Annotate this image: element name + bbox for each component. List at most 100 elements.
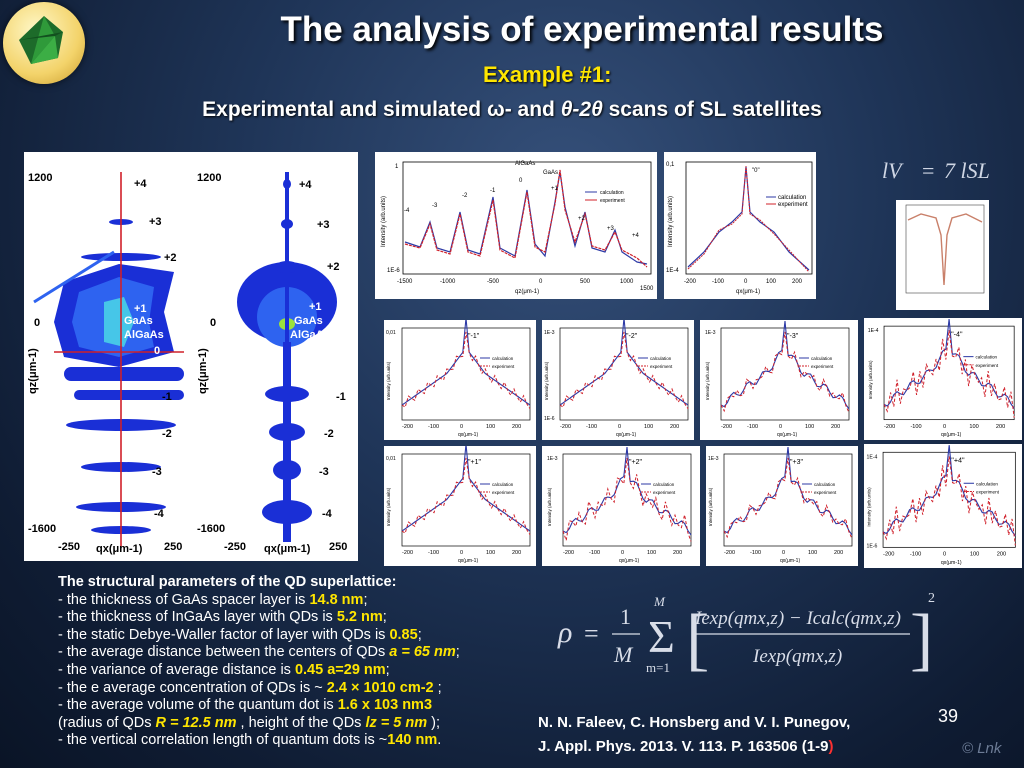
- svg-text:500: 500: [580, 279, 591, 285]
- svg-text:GaAs: GaAs: [294, 315, 323, 327]
- svg-text:0: 0: [210, 317, 216, 329]
- svg-text:qx(μm-1): qx(μm-1): [616, 432, 636, 438]
- svg-text:=: =: [584, 619, 599, 648]
- svg-text:calculation: calculation: [976, 481, 998, 486]
- satellite-scan-plus-2: "+2" 1E-3 -200 -100 0 100 200 qx(μm-1) Intensity…: [542, 446, 700, 566]
- svg-text:200: 200: [834, 550, 843, 556]
- svg-text:M: M: [653, 594, 666, 609]
- svg-text:200: 200: [792, 279, 803, 285]
- svg-text:-4: -4: [154, 508, 165, 520]
- svg-text:Intensity (arb.units): Intensity (arb.units): [544, 361, 549, 400]
- svg-text:experiment: experiment: [653, 490, 676, 495]
- svg-text:"-1": "-1": [468, 333, 480, 340]
- logo-emblem-icon: [19, 16, 63, 64]
- svg-text:lV: lV: [882, 158, 904, 183]
- svg-text:-250: -250: [224, 541, 246, 553]
- svg-text:"+3": "+3": [790, 459, 803, 466]
- svg-text:+4: +4: [299, 179, 312, 191]
- svg-text:1E-4: 1E-4: [867, 454, 878, 460]
- svg-text:200: 200: [670, 424, 679, 430]
- svg-text:-200: -200: [563, 550, 574, 556]
- svg-text:AlGaAs: AlGaAs: [290, 329, 330, 341]
- citation: N. N. Faleev, C. Honsberg and V. I. Pune…: [538, 714, 851, 755]
- zero-scan-svg: 0,1 1E-4 -200 -100 0 100 200 qx(μm-1) In…: [666, 161, 813, 295]
- svg-text:-100: -100: [428, 424, 439, 430]
- satellite-scan-plus-4: "+4" 1E-4 1E-6 -200 -100 0 100 200 qx(μm-1) Inten…: [864, 444, 1022, 568]
- svg-text:qx(μm-1): qx(μm-1): [264, 543, 311, 555]
- svg-text:1: 1: [395, 164, 399, 170]
- svg-text:1E-6: 1E-6: [544, 416, 555, 422]
- svg-text:250: 250: [164, 541, 182, 553]
- svg-text:+3: +3: [149, 216, 162, 228]
- svg-text:Intensity (arb.units): Intensity (arb.units): [705, 361, 710, 400]
- svg-text:calculation: calculation: [814, 482, 836, 487]
- svg-text:200: 200: [512, 424, 521, 430]
- svg-text:experiment: experiment: [814, 490, 837, 495]
- svg-text:+3: +3: [317, 219, 330, 231]
- satellite-scan-minus-1: "-1" 0,01 -200 -100 0 100 200 qx(μm-1) Intensity…: [384, 320, 536, 440]
- svg-text:Intensity (arb.units): Intensity (arb.units): [867, 487, 872, 527]
- svg-text:"-3": "-3": [787, 333, 799, 340]
- svg-text:Intensity (arb.units): Intensity (arb.units): [708, 487, 713, 526]
- svg-text:-1600: -1600: [197, 523, 225, 535]
- svg-text:-250: -250: [58, 541, 80, 553]
- svg-text:1200: 1200: [197, 172, 221, 184]
- svg-text:Iexp(qmx,z): Iexp(qmx,z): [752, 646, 842, 667]
- svg-text:-3: -3: [152, 466, 162, 478]
- svg-text:+1: +1: [551, 186, 559, 192]
- satellite-scan-minus-3: "-3" 1E-3 -200 -100 0 100 200 qx(μm-1) Intensity…: [700, 320, 858, 440]
- svg-text:-100: -100: [750, 550, 761, 556]
- rsm-right-map: [237, 172, 337, 542]
- svg-text:1200: 1200: [28, 172, 52, 184]
- svg-text:experiment: experiment: [492, 364, 515, 369]
- svg-text:calculation: calculation: [976, 355, 998, 360]
- vertical-correlation-inset: [896, 200, 989, 310]
- svg-text:qx(μm-1): qx(μm-1): [458, 558, 478, 564]
- satellite-scan-minus-4: "-4" 1E-4 -200 -100 0 100 200 qx(μm-1) Intensity…: [864, 318, 1022, 440]
- svg-text:0: 0: [618, 424, 621, 430]
- svg-text:-100: -100: [910, 424, 921, 430]
- svg-text:-1: -1: [490, 188, 496, 194]
- slide-subtitle: Experimental and simulated ω- and θ-2θ s…: [202, 98, 822, 121]
- svg-text:-3: -3: [319, 466, 329, 478]
- svg-text:100: 100: [647, 550, 656, 556]
- svg-text:+4: +4: [632, 233, 640, 239]
- svg-text:qx(μm-1): qx(μm-1): [458, 432, 478, 438]
- svg-text:100: 100: [486, 550, 495, 556]
- slide-title: The analysis of experimental results: [280, 10, 884, 49]
- svg-text:1E-3: 1E-3: [544, 330, 555, 336]
- institution-logo: [3, 2, 85, 84]
- svg-text:1E-3: 1E-3: [708, 456, 719, 462]
- svg-text:-1: -1: [162, 391, 172, 403]
- svg-text:]: ]: [910, 601, 933, 678]
- svg-text:-1: -1: [336, 391, 346, 403]
- svg-text:-200: -200: [883, 552, 894, 558]
- svg-text:7 lSL: 7 lSL: [944, 158, 990, 183]
- svg-text:200: 200: [512, 550, 521, 556]
- svg-text:0: 0: [34, 317, 40, 329]
- svg-text:1E-6: 1E-6: [867, 543, 878, 549]
- svg-text:qx(μm-1): qx(μm-1): [780, 558, 800, 564]
- svg-text:Intensity (arb.units): Intensity (arb.units): [381, 196, 387, 247]
- reciprocal-space-maps: 1200 0 -1600 -250 250 qx(μm-1) qz(μm-1) …: [24, 152, 358, 561]
- svg-text:qz(μm-1): qz(μm-1): [515, 289, 539, 295]
- svg-text:-100: -100: [589, 550, 600, 556]
- svg-text:calculation: calculation: [492, 482, 514, 487]
- svg-text:-4: -4: [404, 208, 410, 214]
- svg-text:1500: 1500: [640, 286, 654, 292]
- svg-text:experiment: experiment: [600, 198, 625, 204]
- svg-text:1E-4: 1E-4: [868, 328, 879, 334]
- svg-text:100: 100: [486, 424, 495, 430]
- svg-text:experiment: experiment: [778, 202, 808, 208]
- svg-text:-200: -200: [560, 424, 571, 430]
- theta-scan-svg: 1 1E-6 -1500 -1000 -500 0 500 1000 1500 …: [381, 161, 654, 295]
- svg-text:Intensity (arb.units): Intensity (arb.units): [386, 487, 391, 526]
- svg-text:+2: +2: [327, 261, 340, 273]
- svg-text:experiment: experiment: [650, 364, 673, 369]
- rsm-left-map: [33, 172, 184, 547]
- svg-text:0: 0: [621, 550, 624, 556]
- svg-text:0,1: 0,1: [666, 162, 675, 168]
- svg-text:-3: -3: [432, 203, 438, 209]
- svg-text:100: 100: [808, 550, 817, 556]
- svg-text:-2: -2: [324, 428, 334, 440]
